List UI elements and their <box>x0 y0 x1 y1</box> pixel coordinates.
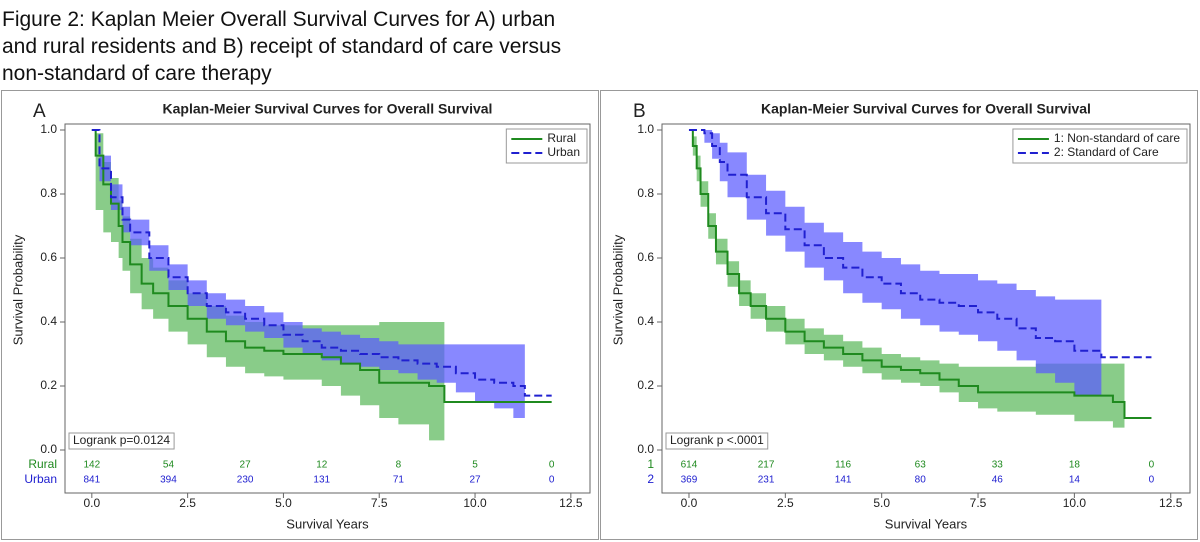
figure-caption: Figure 2: Kaplan Meier Overall Survival … <box>2 8 562 85</box>
confidence-band <box>688 130 1102 396</box>
at-risk-count: 0 <box>549 460 555 471</box>
logrank-annotation: Logrank p <.0001 <box>670 433 764 447</box>
y-tick-label: 1.0 <box>637 122 654 136</box>
survival-curve <box>91 129 552 397</box>
at-risk-count: 33 <box>992 460 1004 471</box>
x-tick-label: 0.0 <box>681 496 698 510</box>
at-risk-count: 131 <box>313 475 330 486</box>
y-tick-label: 0.4 <box>637 314 654 328</box>
y-tick-label: 0.0 <box>40 442 57 456</box>
x-tick-label: 2.5 <box>179 496 196 510</box>
risk-row-label: Rural <box>28 457 57 471</box>
plot-layer <box>688 129 1152 428</box>
chart-title: Kaplan-Meier Survival Curves for Overall… <box>163 101 493 117</box>
x-tick-label: 2.5 <box>777 496 794 510</box>
legend-label: 2: Standard of Care <box>1054 145 1159 159</box>
at-risk-count: 0 <box>1149 460 1155 471</box>
annotation-box <box>665 432 769 450</box>
legend-label: 1: Non-standard of care <box>1054 131 1180 145</box>
at-risk-count: 18 <box>1069 460 1081 471</box>
y-tick-label: 0.2 <box>40 378 57 392</box>
x-tick-label: 5.0 <box>873 496 890 510</box>
at-risk-count: 46 <box>992 475 1004 486</box>
at-risk-count: 63 <box>915 460 927 471</box>
at-risk-count: 12 <box>316 460 328 471</box>
y-tick-label: 1.0 <box>40 122 57 136</box>
y-tick-label: 0.2 <box>637 378 654 392</box>
at-risk-count: 80 <box>915 475 927 486</box>
at-risk-count: 8 <box>396 460 402 471</box>
at-risk-count: 142 <box>83 460 100 471</box>
x-tick-label: 10.0 <box>1063 496 1087 510</box>
at-risk-count: 217 <box>758 460 775 471</box>
at-risk-count: 116 <box>835 460 851 471</box>
y-tick-label: 0.8 <box>40 186 57 200</box>
at-risk-count: 394 <box>160 475 177 486</box>
legend-box <box>505 128 588 164</box>
y-tick-label: 0.0 <box>637 442 654 456</box>
legend-label: Rural <box>547 131 576 145</box>
at-risk-count: 841 <box>83 475 100 486</box>
annotation-box <box>68 432 175 450</box>
chart-title: Kaplan-Meier Survival Curves for Overall… <box>761 101 1091 117</box>
panel-letter: A <box>33 101 46 122</box>
y-tick-label: 0.6 <box>40 250 57 264</box>
legend-label: Urban <box>547 145 580 159</box>
panel-border <box>600 90 1198 540</box>
at-risk-count: 71 <box>393 475 405 486</box>
x-tick-label: 5.0 <box>275 496 292 510</box>
x-tick-label: 12.5 <box>1159 496 1183 510</box>
x-axis-label: Survival Years <box>885 516 968 531</box>
y-tick-label: 0.6 <box>637 250 654 264</box>
at-risk-count: 231 <box>758 475 775 486</box>
y-tick-label: 0.4 <box>40 314 57 328</box>
plot-layer <box>91 129 552 441</box>
confidence-band <box>688 130 1125 428</box>
x-tick-label: 7.5 <box>970 496 987 510</box>
panel-letter: B <box>633 101 646 122</box>
plot-frame <box>661 123 1191 494</box>
y-axis-label: Survival Probability <box>610 234 625 345</box>
at-risk-count: 230 <box>237 475 254 486</box>
risk-row-label: Urban <box>24 472 57 486</box>
confidence-band <box>91 130 445 441</box>
y-tick-label: 0.8 <box>637 186 654 200</box>
confidence-band <box>91 130 525 418</box>
risk-row-label: 2 <box>647 472 654 486</box>
logrank-annotation: Logrank p=0.0124 <box>73 433 170 447</box>
risk-row-label: 1 <box>647 457 654 471</box>
x-axis-label: Survival Years <box>286 516 369 531</box>
plot-frame <box>64 123 591 494</box>
at-risk-count: 54 <box>163 460 175 471</box>
at-risk-count: 0 <box>549 475 555 486</box>
x-tick-label: 0.0 <box>83 496 100 510</box>
survival-curve <box>688 129 1152 359</box>
survival-curve <box>688 129 1152 419</box>
x-tick-label: 10.0 <box>463 496 487 510</box>
x-tick-label: 7.5 <box>371 496 388 510</box>
panel-border <box>1 90 599 540</box>
at-risk-count: 369 <box>681 475 698 486</box>
at-risk-count: 141 <box>835 475 852 486</box>
at-risk-count: 614 <box>681 460 698 471</box>
at-risk-count: 27 <box>240 460 252 471</box>
at-risk-count: 5 <box>472 460 478 471</box>
survival-curve <box>91 129 552 403</box>
at-risk-count: 27 <box>469 475 481 486</box>
legend-box <box>1012 128 1188 164</box>
at-risk-count: 0 <box>1149 475 1155 486</box>
y-axis-label: Survival Probability <box>10 234 25 345</box>
at-risk-count: 14 <box>1069 475 1081 486</box>
x-tick-label: 12.5 <box>559 496 583 510</box>
